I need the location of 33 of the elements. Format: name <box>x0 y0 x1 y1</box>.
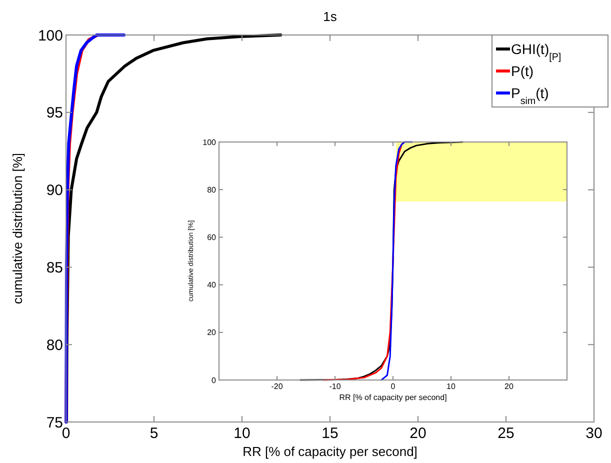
y-tick-label: 0 <box>212 376 217 385</box>
x-tick-label: 5 <box>150 425 158 442</box>
x-tick-label: 20 <box>504 382 514 391</box>
x-tick-label: 25 <box>498 425 514 442</box>
x-tick-label: 10 <box>234 425 250 442</box>
y-axis-title: cumulative distribution [%] <box>10 152 25 304</box>
legend-label: GHI(t)$_{[P]}$ <box>511 41 562 62</box>
x-tick-label: 0 <box>390 382 396 391</box>
line-series <box>64 34 126 424</box>
y-tick-label: 80 <box>207 185 217 194</box>
x-tick-label: 10 <box>446 382 456 391</box>
chart-title: 1s <box>323 9 338 24</box>
y-tick-label: 20 <box>207 328 217 338</box>
y-tick-label: 75 <box>46 414 63 432</box>
y-tick-label: 90 <box>46 182 63 200</box>
line-series <box>322 141 406 381</box>
y-tick-label: 100 <box>38 27 63 44</box>
y-tick-label: 100 <box>202 138 217 147</box>
x-tick-label: -20 <box>271 382 284 391</box>
x-tick-label: -10 <box>329 382 342 391</box>
y-tick-label: 40 <box>207 280 217 290</box>
x-tick-label: 30 <box>586 425 602 442</box>
x-axis-title: RR [% of capacity per second] <box>339 393 447 402</box>
y-tick-label: 95 <box>46 104 63 122</box>
y-tick-label: 80 <box>46 336 63 354</box>
y-tick-label: 60 <box>207 233 217 242</box>
x-axis-title: RR [% of capacity per second] <box>242 444 418 459</box>
line-series <box>380 141 413 381</box>
legend-label: P$_{sim}$(t) <box>511 85 549 106</box>
x-tick-label: 15 <box>322 425 338 442</box>
y-tick-label: 85 <box>46 259 63 276</box>
legend-label: P(t) <box>511 63 534 79</box>
x-tick-label: 20 <box>410 425 426 442</box>
